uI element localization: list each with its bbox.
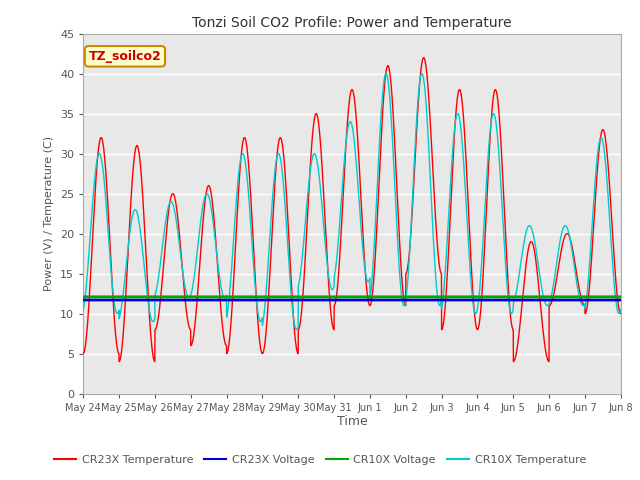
Title: Tonzi Soil CO2 Profile: Power and Temperature: Tonzi Soil CO2 Profile: Power and Temper… [192,16,512,30]
X-axis label: Time: Time [337,415,367,429]
Y-axis label: Power (V) / Temperature (C): Power (V) / Temperature (C) [45,136,54,291]
Legend: CR23X Temperature, CR23X Voltage, CR10X Voltage, CR10X Temperature: CR23X Temperature, CR23X Voltage, CR10X … [49,451,591,469]
Text: TZ_soilco2: TZ_soilco2 [88,50,161,63]
